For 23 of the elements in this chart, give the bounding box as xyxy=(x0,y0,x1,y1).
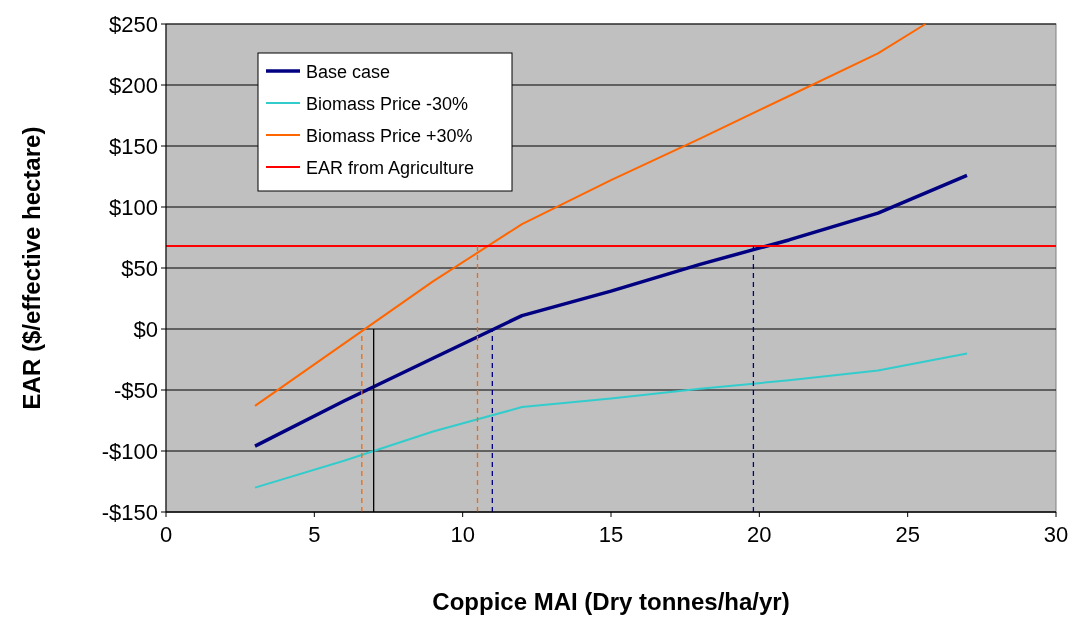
legend-label: Biomass Price +30% xyxy=(306,126,473,146)
y-tick-label: $100 xyxy=(109,195,158,220)
y-tick-label: $150 xyxy=(109,134,158,159)
y-tick-label: -$50 xyxy=(113,378,158,403)
x-tick-label: 10 xyxy=(450,522,475,547)
x-tick-label: 30 xyxy=(1043,522,1069,547)
x-tick-label: 15 xyxy=(598,522,624,547)
legend-label: EAR from Agriculture xyxy=(306,158,475,178)
x-tick-label: 25 xyxy=(895,522,920,547)
legend-label: Biomass Price -30% xyxy=(306,94,469,114)
legend-label: Base case xyxy=(306,62,391,82)
line-series xyxy=(254,352,968,489)
y-tick-label: -$100 xyxy=(101,439,158,464)
y-tick-label: $200 xyxy=(109,73,158,98)
y-tick-label: $0 xyxy=(133,317,158,342)
y-tick-label: -$150 xyxy=(101,500,158,525)
x-tick-label: 20 xyxy=(747,522,772,547)
y-axis-title: EAR ($/effective hectare) xyxy=(18,126,45,410)
y-tick-label: $50 xyxy=(121,256,158,281)
x-axis-title: Coppice MAI (Dry tonnes/ha/yr) xyxy=(432,588,790,615)
x-tick-label: 0 xyxy=(159,522,173,547)
y-tick-label: $250 xyxy=(109,12,158,37)
x-tick-label: 5 xyxy=(308,522,321,547)
